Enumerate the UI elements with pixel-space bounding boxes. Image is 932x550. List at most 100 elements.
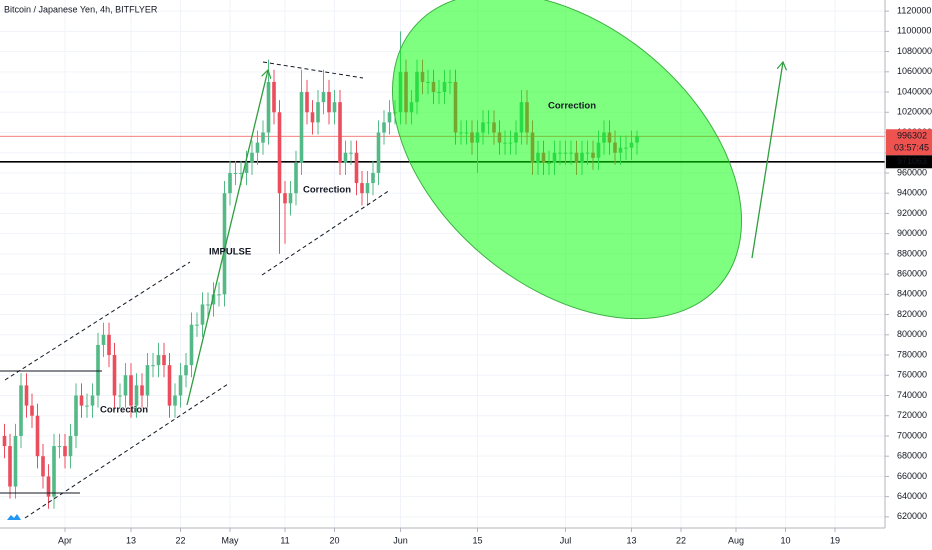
x-tick-label: 20 (329, 535, 339, 545)
candle-body (233, 172, 238, 174)
channel-line (4, 261, 191, 381)
candle-body (46, 476, 51, 497)
y-tick-label: 1060000 (897, 66, 932, 76)
candle-body (96, 344, 100, 396)
y-tick-label: 760000 (897, 370, 927, 380)
candle-body (266, 81, 271, 133)
candle-body (167, 365, 172, 406)
candle-body (19, 385, 23, 436)
candle-body (173, 395, 177, 406)
axes: 620000 640000 660000 680000 700000 720000 7400… (58, 6, 932, 545)
candle-body (200, 304, 205, 325)
candle-body (30, 405, 34, 416)
candle-body (299, 92, 304, 163)
chart-title: Bitcoin / Japanese Yen, 4h, BITFLYER (4, 4, 158, 14)
x-tick-label: Aug (728, 535, 744, 545)
logo (7, 514, 21, 520)
last-price-label: 996302 (897, 131, 927, 141)
channel-line (261, 189, 391, 276)
countdown-label: 03:57:45 (894, 143, 929, 153)
candle-body (211, 294, 216, 305)
candle-body (8, 446, 12, 487)
x-tick-label: 15 (472, 535, 482, 545)
candle-body (118, 395, 122, 397)
candle-body (239, 172, 243, 174)
candle-body (217, 294, 221, 296)
y-tick-label: 1120000 (897, 6, 931, 16)
candle-body (244, 162, 249, 173)
candle-body (387, 112, 392, 123)
y-tick-label: 1080000 (897, 46, 932, 56)
candle-body (162, 355, 166, 366)
y-tick-label: 800000 (897, 329, 927, 339)
y-tick-label: 780000 (897, 349, 927, 359)
candle-body (101, 334, 106, 345)
y-tick-label: 900000 (897, 228, 927, 238)
x-tick-label: Jul (560, 535, 572, 545)
candle-body (24, 385, 29, 406)
candle-body (349, 152, 353, 154)
candle-body (272, 81, 276, 113)
candle-body (277, 112, 282, 194)
candle-body (57, 446, 62, 448)
candle-body (327, 92, 331, 113)
candle-body (123, 375, 128, 396)
candle-body (354, 152, 359, 184)
y-tick-label: 880000 (897, 248, 927, 258)
y-tick-label: 1040000 (897, 86, 932, 96)
candle-body (68, 435, 73, 457)
x-tick-label: 10 (780, 535, 790, 545)
x-tick-label: Jun (393, 535, 408, 545)
y-tick-label: 700000 (897, 430, 927, 440)
candle-body (85, 405, 89, 407)
candle-body (178, 375, 183, 396)
x-tick-label: 19 (830, 535, 840, 545)
target-arrow (751, 62, 783, 259)
candle-body (382, 122, 386, 133)
candle-body (35, 415, 40, 457)
level-box (886, 155, 932, 169)
candle-body (112, 355, 117, 396)
candle-body (195, 324, 199, 326)
candle-body (365, 183, 370, 194)
annotation: Correction (303, 185, 351, 196)
candle-body (2, 435, 7, 447)
y-tick-label: 680000 (897, 451, 927, 461)
candle-body (140, 385, 144, 396)
candle-body (184, 365, 188, 376)
candle-body (79, 395, 84, 406)
candle-body (156, 355, 161, 366)
y-tick-label: 1020000 (897, 107, 932, 117)
candle-body (134, 385, 139, 406)
annotation: Correction (100, 405, 148, 416)
level-label: 971063 (897, 156, 927, 166)
candle-body (360, 183, 364, 194)
candle-body (52, 446, 56, 497)
y-tick-label: 840000 (897, 289, 927, 299)
candle-body (206, 304, 210, 306)
channel-line (24, 383, 229, 519)
y-tick-label: 920000 (897, 208, 927, 218)
candle-body (332, 102, 337, 113)
y-tick-label: 640000 (897, 491, 927, 501)
candle-body (343, 152, 348, 163)
x-tick-label: 22 (676, 535, 686, 545)
y-tick-label: 740000 (897, 390, 927, 400)
candle-body (222, 193, 227, 295)
candle-body (321, 92, 326, 103)
candle-body (129, 375, 133, 406)
x-tick-label: 13 (126, 535, 136, 545)
candle-body (107, 334, 111, 356)
candle-body (250, 152, 254, 163)
y-tick-label: 1100000 (897, 26, 931, 36)
candle-body (310, 112, 315, 123)
candle-body (228, 172, 232, 194)
candle-body (305, 92, 309, 113)
y-tick-label: 720000 (897, 410, 927, 420)
candle-body (371, 172, 375, 184)
channel-line (262, 61, 364, 79)
candle-body (376, 132, 381, 173)
y-tick-label: 860000 (897, 268, 927, 278)
